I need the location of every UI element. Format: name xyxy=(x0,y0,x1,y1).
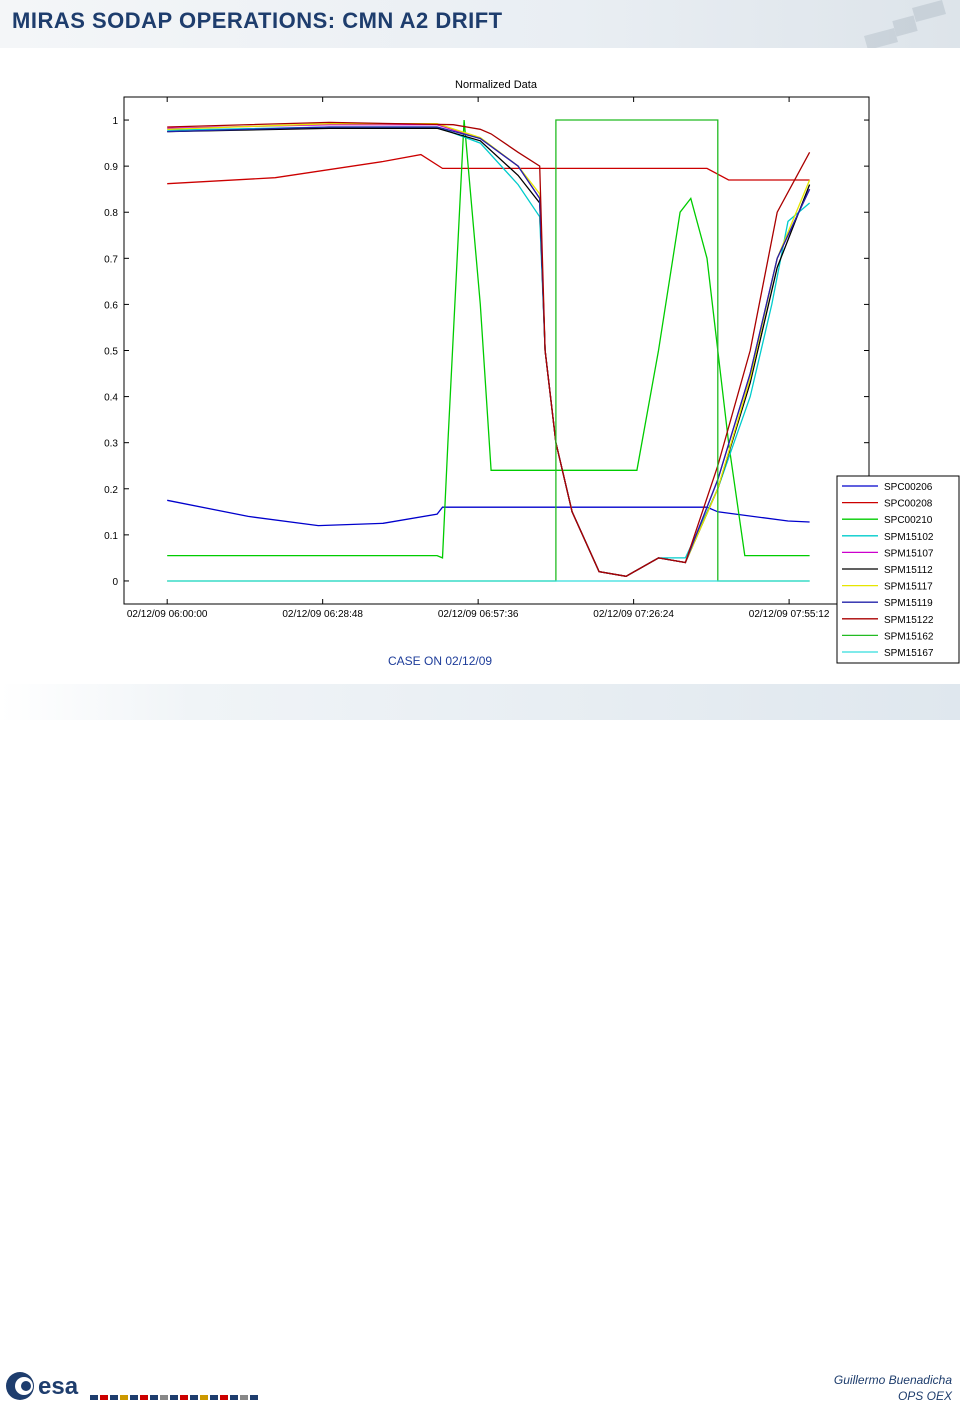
series-line-spm15122 xyxy=(167,121,811,577)
legend-label: SPM15167 xyxy=(884,648,934,659)
flag-mark xyxy=(220,1395,228,1400)
esa-logo-text: esa xyxy=(38,1373,79,1400)
x-tick-label: 02/12/09 07:26:24 xyxy=(593,609,674,620)
legend: SPC00206 SPC00208 SPC00210 SPM15102 SPM15107… xyxy=(836,475,960,664)
author-department: OPS OEX xyxy=(897,1389,952,1403)
y-tick-label: 0.1 xyxy=(104,531,118,542)
legend-label: SPC00208 xyxy=(884,499,933,510)
y-tick-label: 0.4 xyxy=(104,393,118,404)
legend-label: SPM15102 xyxy=(884,532,934,543)
legend-label: SPC00206 xyxy=(884,482,933,493)
author-block: Guillermo Buenadicha OPS OEX xyxy=(834,1372,952,1404)
case-caption: CASE ON 02/12/09 xyxy=(388,654,493,668)
series-lines xyxy=(167,119,811,582)
legend-label: SPM15162 xyxy=(884,631,934,642)
series-line-spc00206 xyxy=(167,499,810,527)
y-tick-label: 0.3 xyxy=(104,439,118,450)
flag-mark xyxy=(120,1395,128,1400)
flag-mark xyxy=(210,1395,218,1400)
x-tick-label: 02/12/09 06:57:36 xyxy=(438,609,519,620)
y-tick-label: 0.8 xyxy=(104,208,118,219)
y-tick-label: 0.5 xyxy=(104,347,118,358)
author-name: Guillermo Buenadicha xyxy=(833,1373,952,1387)
legend-label: SPM15107 xyxy=(884,548,934,559)
chart-title: Normalized Data xyxy=(455,79,538,91)
flag-mark xyxy=(240,1395,248,1400)
flag-mark xyxy=(170,1395,178,1400)
x-axis: 02/12/09 06:00:00 02/12/09 06:28:48 02/12/… xyxy=(127,97,830,620)
legend-label: SPM15112 xyxy=(884,565,933,576)
plot-area xyxy=(123,96,870,605)
flag-mark xyxy=(160,1395,168,1400)
y-axis: 0 0.1 0.2 0.3 0.4 0.5 0.6 0.7 0.8 0.9 1 xyxy=(104,116,869,588)
legend-label: SPM15117 xyxy=(884,582,933,593)
flag-mark xyxy=(110,1395,118,1400)
esa-logo: esa xyxy=(6,1372,79,1400)
slide-footer: esa Guillermo Buenadicha OPS OEX xyxy=(0,684,960,1403)
flag-mark xyxy=(90,1395,98,1400)
legend-label: SPM15122 xyxy=(884,615,934,626)
flag-mark xyxy=(250,1395,258,1400)
x-tick-label: 02/12/09 06:00:00 xyxy=(127,609,208,620)
x-tick-label: 02/12/09 07:55:12 xyxy=(749,609,830,620)
y-tick-label: 0.9 xyxy=(104,162,118,173)
flag-mark xyxy=(230,1395,238,1400)
y-tick-label: 0.6 xyxy=(104,300,118,311)
satellite-icon xyxy=(864,0,946,48)
flag-mark xyxy=(190,1395,198,1400)
legend-label: SPC00210 xyxy=(884,515,933,526)
flag-mark xyxy=(200,1395,208,1400)
flag-mark xyxy=(130,1395,138,1400)
y-tick-label: 0 xyxy=(112,577,118,588)
slide-title: MIRAS SODAP OPERATIONS: CMN A2 DRIFT xyxy=(12,8,503,33)
x-tick-label: 02/12/09 06:28:48 xyxy=(282,609,363,620)
flag-mark xyxy=(100,1395,108,1400)
legend-label: SPM15119 xyxy=(884,598,933,609)
flag-mark xyxy=(180,1395,188,1400)
normalized-data-chart: Normalized Data 0 0.1 0.2 0.3 0.4 0.5 0.6 0.7 0.… xyxy=(104,79,960,664)
flag-mark xyxy=(140,1395,148,1400)
y-tick-label: 1 xyxy=(112,116,118,127)
series-line-spc00210 xyxy=(167,119,810,559)
flag-mark xyxy=(150,1395,158,1400)
member-flags xyxy=(90,1395,258,1400)
y-tick-label: 0.7 xyxy=(104,254,118,265)
slide-header: MIRAS SODAP OPERATIONS: CMN A2 DRIFT xyxy=(0,0,960,48)
y-tick-label: 0.2 xyxy=(104,485,118,496)
